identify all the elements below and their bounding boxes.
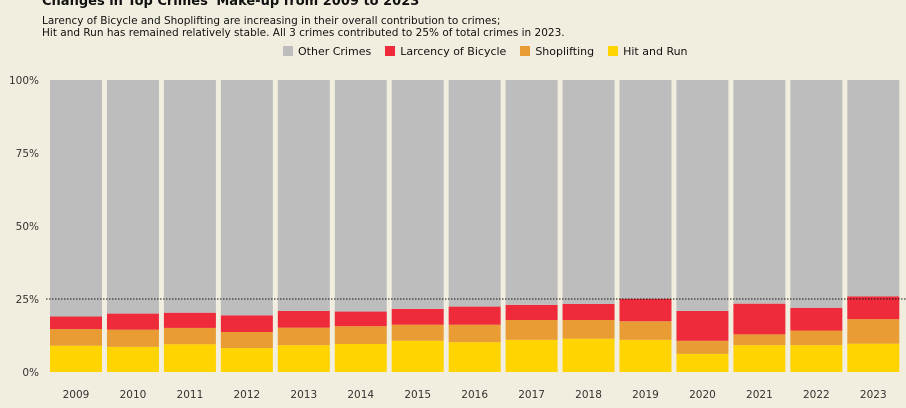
bar-segment-other-crimes (391, 80, 444, 309)
bar-segment-hit-and-run (163, 344, 216, 372)
bar-segment-shoplifting (790, 330, 843, 346)
legend-item-larceny-of-bicycle: Larcency of Bicycle (385, 45, 506, 58)
bar-segment-hit-and-run (790, 345, 843, 372)
bar-segment-shoplifting (50, 329, 102, 346)
bar-segment-shoplifting (220, 331, 273, 349)
bar-segment-hit-and-run (733, 345, 786, 372)
bar-segment-shoplifting (277, 327, 330, 346)
subtitle-line-2: Hit and Run has remained relatively stab… (42, 27, 565, 39)
x-tick-label: 2017 (518, 389, 545, 401)
bar-segment-other-crimes (790, 80, 843, 308)
bar-segment-other-crimes (562, 80, 615, 304)
bar-segment-other-crimes (505, 80, 558, 305)
x-tick-label: 2023 (860, 389, 887, 401)
bar-segment-hit-and-run (676, 353, 729, 372)
x-tick-label: 2013 (290, 389, 317, 401)
bar-segment-hit-and-run (220, 348, 273, 372)
bar-segment-larceny-of-bicycle (790, 307, 843, 331)
bar-segment-larceny-of-bicycle (277, 310, 330, 328)
bar-segment-shoplifting (505, 320, 558, 340)
bar-segment-other-crimes (334, 80, 387, 312)
bar-segment-hit-and-run (50, 345, 102, 372)
bar-segment-hit-and-run (448, 342, 501, 372)
bar-segment-shoplifting (619, 321, 672, 340)
bar-segment-shoplifting (847, 319, 900, 344)
bar-segment-hit-and-run (505, 339, 558, 372)
bar-segment-shoplifting (391, 324, 444, 341)
x-tick-label: 2014 (347, 389, 374, 401)
legend-label-shoplifting: Shoplifting (535, 44, 595, 58)
legend-swatch-shoplifting (520, 46, 531, 56)
x-tick-label: 2015 (404, 389, 431, 401)
bar-segment-larceny-of-bicycle (106, 313, 159, 330)
legend-swatch-other-crimes (283, 46, 293, 56)
bar-segment-other-crimes (847, 80, 900, 297)
bar-segment-shoplifting (163, 327, 216, 345)
legend-swatch-larceny-of-bicycle (385, 46, 396, 56)
bar-segment-other-crimes (619, 80, 672, 299)
x-tick-label: 2022 (803, 389, 830, 401)
x-tick-label: 2018 (575, 389, 602, 401)
legend-item-other-crimes: Other Crimes (283, 45, 371, 58)
bar-segment-shoplifting (106, 329, 159, 347)
bar-segment-other-crimes (277, 80, 330, 311)
bar-segment-hit-and-run (847, 343, 900, 372)
bar-segment-larceny-of-bicycle (505, 304, 558, 321)
x-tick-label: 2012 (233, 389, 260, 401)
bar-segment-other-crimes (733, 80, 786, 304)
bar-segment-larceny-of-bicycle (163, 312, 216, 328)
bar-segment-larceny-of-bicycle (50, 316, 102, 330)
bar-segment-larceny-of-bicycle (847, 296, 900, 320)
chart-title: Changes in Top Crimes' Make-up from 2009… (42, 0, 420, 9)
bar-segment-other-crimes (106, 80, 159, 314)
y-tick-label: 100% (9, 75, 39, 87)
x-tick-label: 2021 (746, 389, 773, 401)
x-tick-label: 2019 (632, 389, 659, 401)
chart-subtitle: Larency of Bicycle and Shoplifting are i… (42, 15, 565, 39)
bar-segment-shoplifting (448, 324, 501, 343)
legend-item-hit-and-run: Hit and Run (608, 44, 688, 58)
bar-segment-hit-and-run (562, 338, 615, 372)
legend-swatch-hit-and-run (608, 46, 619, 56)
bar-segment-hit-and-run (391, 340, 444, 372)
x-tick-label: 2011 (177, 389, 204, 401)
subtitle-line-1: Larency of Bicycle and Shoplifting are i… (42, 15, 501, 27)
bar-segment-shoplifting (334, 326, 387, 344)
bar-segment-shoplifting (676, 340, 729, 354)
bar-segment-larceny-of-bicycle (220, 315, 273, 332)
y-tick-label: 50% (16, 221, 39, 233)
bar-segment-larceny-of-bicycle (619, 298, 672, 322)
bar-segment-shoplifting (733, 334, 786, 346)
bar-segment-larceny-of-bicycle (676, 310, 729, 341)
bar-segment-other-crimes (50, 80, 102, 317)
bar-segment-other-crimes (676, 80, 729, 311)
legend-label-larceny-of-bicycle: Larcency of Bicycle (400, 44, 507, 58)
bar-segment-larceny-of-bicycle (733, 303, 786, 335)
bar-segment-hit-and-run (277, 345, 330, 372)
bar-segment-shoplifting (562, 320, 615, 339)
legend-item-shoplifting: Shoplifting (520, 45, 594, 58)
y-tick-label: 25% (16, 294, 39, 306)
bar-segment-other-crimes (163, 80, 216, 313)
legend-label-hit-and-run: Hit and Run (623, 44, 688, 58)
bar-segment-larceny-of-bicycle (391, 308, 444, 325)
chart-legend: Other Crimes Larcency of Bicycle Shoplif… (283, 44, 688, 58)
x-tick-label: 2009 (63, 389, 90, 401)
bar-segment-hit-and-run (334, 343, 387, 372)
bar-segment-larceny-of-bicycle (334, 311, 387, 327)
bar-segment-hit-and-run (106, 346, 159, 372)
bar-segment-larceny-of-bicycle (448, 306, 501, 325)
x-tick-label: 2020 (689, 389, 716, 401)
bar-segment-other-crimes (220, 80, 273, 316)
y-tick-label: 75% (16, 148, 39, 160)
legend-label-other-crimes: Other Crimes (298, 44, 372, 58)
x-tick-label: 2010 (120, 389, 147, 401)
bar-segment-larceny-of-bicycle (562, 303, 615, 321)
bar-segment-other-crimes (448, 80, 501, 307)
y-tick-label: 0% (22, 367, 39, 379)
x-tick-label: 2016 (461, 389, 488, 401)
bar-segment-hit-and-run (619, 339, 672, 372)
